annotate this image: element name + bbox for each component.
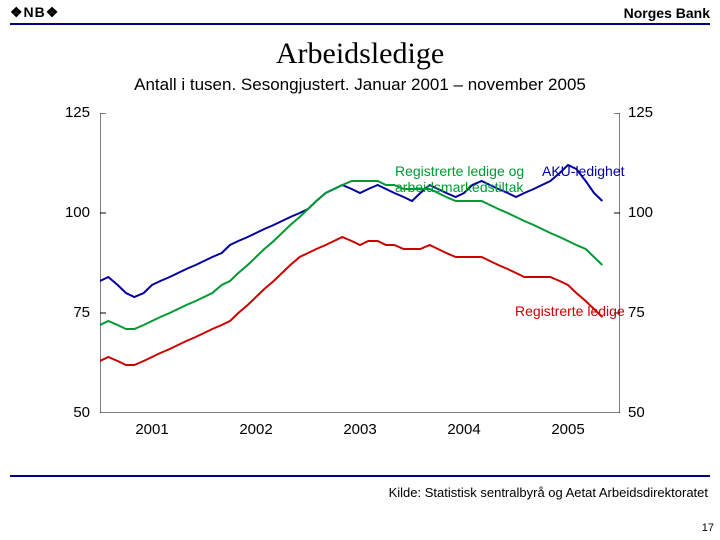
y-tick-left: 75 [50,304,90,321]
annotation: Registrerte ledige [515,303,625,319]
annotation: AKU-ledighet [542,163,625,179]
annotation: Registrerte ledige og arbeidsmarkedstilt… [395,163,524,195]
y-tick-right: 100 [628,204,668,221]
source-text: Kilde: Statistisk sentralbyrå og Aetat A… [389,485,708,500]
chart-svg [100,113,620,413]
x-tick: 2004 [434,421,494,438]
chart-title: Arbeidsledige [0,37,720,71]
chart-subtitle: Antall i tusen. Sesongjustert. Januar 20… [0,75,720,95]
x-tick: 2001 [122,421,182,438]
bank-name: Norges Bank [624,5,710,21]
y-tick-left: 50 [50,404,90,421]
series-registrerte [100,237,602,365]
x-tick: 2002 [226,421,286,438]
y-tick-right: 50 [628,404,668,421]
top-divider [10,23,710,25]
y-tick-right: 75 [628,304,668,321]
x-tick: 2005 [538,421,598,438]
chart-area: 5050757510010012512520012002200320042005… [40,113,680,453]
x-tick: 2003 [330,421,390,438]
y-tick-right: 125 [628,104,668,121]
y-tick-left: 125 [50,104,90,121]
logo: ❖NB❖ [10,4,59,21]
y-tick-left: 100 [50,204,90,221]
page-number: 17 [702,522,714,534]
